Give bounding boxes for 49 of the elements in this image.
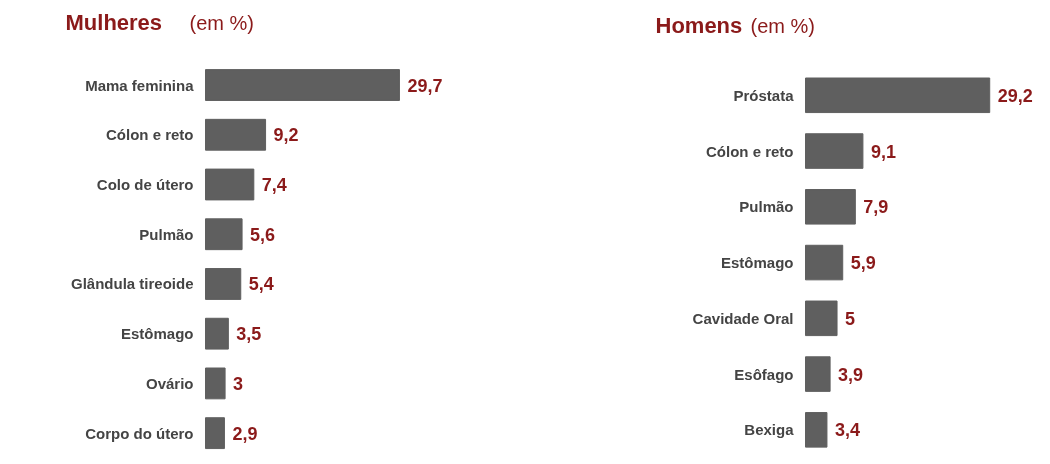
y-tick-label: Colo de útero [96,176,194,193]
bar [805,412,828,448]
bar [205,218,243,251]
data-label: 3,4 [834,420,860,441]
bar [805,133,864,169]
chart-subtitle: (em %) [750,14,815,37]
data-label: 7,4 [261,175,287,195]
data-label: 29,2 [997,85,1033,106]
y-tick-label: Próstata [733,86,795,104]
y-tick-label: Esôfago [734,365,794,383]
bar [205,168,255,201]
bar [205,367,226,400]
chart-subtitle: (em %) [189,11,254,34]
bar [805,356,831,392]
data-label: 5,6 [250,224,276,245]
data-label: 9,1 [870,141,896,162]
y-tick-label: Corpo do útero [85,424,194,442]
data-label: 7,9 [863,197,889,218]
bar [205,417,225,450]
bar [805,244,844,281]
y-tick-label: Cólon e reto [706,142,794,160]
bar [805,77,991,114]
data-label: 3,9 [838,364,864,385]
bar [805,189,856,225]
y-tick-label: Pulmão [139,225,194,243]
y-tick-label: Bexiga [744,421,795,439]
y-tick-label: Cavidade Oral [692,309,794,327]
data-label: 29,7 [407,75,443,96]
data-label: 3 [233,373,244,394]
y-tick-label: Estômago [720,254,794,272]
bar [805,300,838,337]
y-tick-label: Glândula tireoide [70,275,194,293]
bar [205,268,242,300]
bar [205,118,267,151]
chart-title: Homens [655,13,743,39]
y-tick-label: Mama feminina [85,76,195,94]
data-label: 5 [845,308,856,329]
data-label: 5,4 [248,274,274,295]
data-label: 2,9 [232,423,258,444]
data-label: 5,9 [850,253,876,274]
chart-title: Mulheres [65,10,163,36]
y-tick-label: Cólon e reto [106,126,194,144]
bar [205,69,400,101]
data-label: 9,2 [273,125,299,146]
y-tick-label: Ovário [145,374,194,392]
bar [205,317,229,350]
data-label: 3,5 [236,324,262,345]
y-tick-label: Estômago [120,325,194,343]
y-tick-label: Pulmão [739,198,794,216]
